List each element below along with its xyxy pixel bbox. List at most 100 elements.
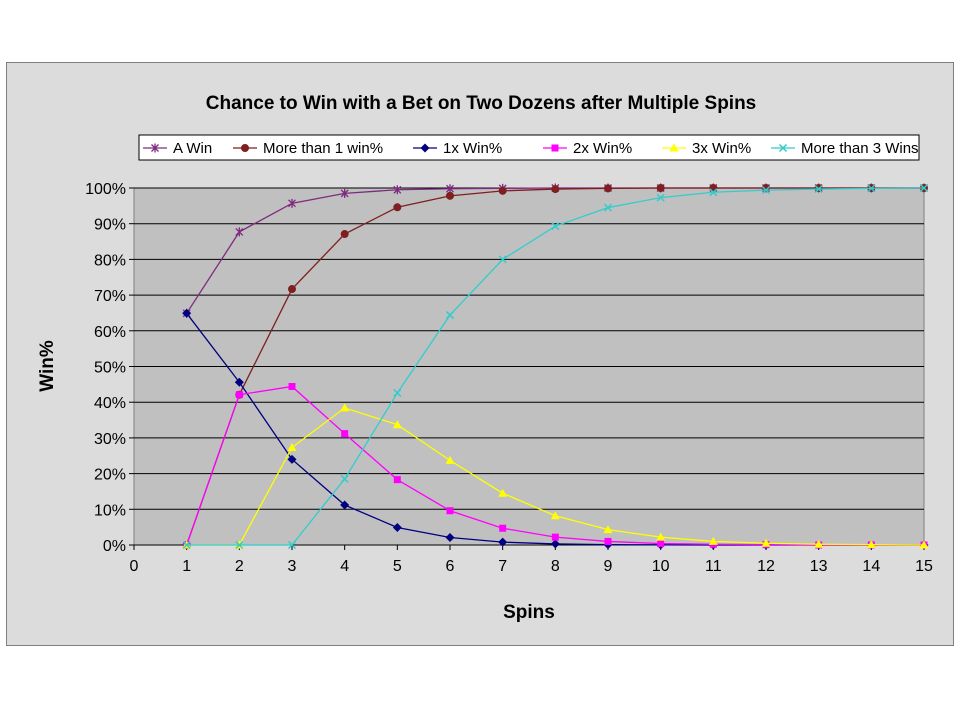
data-point [919,183,929,193]
y-tick-label: 100% [85,181,126,198]
data-point [761,186,771,195]
y-tick-label: 60% [94,324,126,341]
data-point [393,476,401,484]
data-point [446,184,454,194]
legend-marker [551,144,559,152]
data-point [498,255,507,264]
x-tick-label: 12 [757,558,775,575]
legend-entry: 1x Win% [413,140,502,157]
data-point [340,230,349,239]
x-tick-label: 4 [340,558,349,575]
data-point [340,500,350,510]
data-point [287,443,297,452]
x-tick-label: 14 [862,558,880,575]
data-point [498,186,507,195]
x-tick-label: 15 [915,558,933,575]
x-tick-label: 0 [130,558,139,575]
data-point [393,388,402,397]
data-point [341,430,349,438]
legend-marker [669,143,679,152]
data-point [393,203,402,212]
chart-title: Chance to Win with a Bet on Two Dozens a… [206,93,757,114]
data-point [445,311,455,320]
y-tick-label: 10% [94,502,126,519]
y-tick-label: 20% [94,467,126,484]
data-point [235,391,243,399]
data-point [446,507,454,515]
data-point [340,188,349,198]
x-tick-label: 13 [810,558,828,575]
data-point [499,524,507,532]
y-tick-label: 80% [94,252,126,269]
data-point [603,525,613,534]
y-tick-label: 40% [94,395,126,412]
y-tick-label: 0% [103,538,126,555]
data-point [657,540,665,548]
y-tick-label: 90% [94,217,126,234]
data-point [656,532,666,541]
x-tick-label: 1 [182,558,191,575]
data-point [234,377,244,387]
data-point [288,198,296,208]
data-point [392,420,402,429]
data-point [814,539,824,548]
legend: A Win More than 1 win% 1x Win% 2x Win% 3x Wi… [143,140,919,157]
data-point [551,185,560,194]
data-point [445,455,455,464]
data-point [340,474,349,483]
legend-marker [151,143,159,153]
x-tick-label: 8 [551,558,560,575]
legend-label: 3x Win% [692,140,751,157]
legend-marker [778,143,788,153]
x-tick-label: 7 [498,558,507,575]
data-point [287,454,297,464]
data-point [182,308,192,318]
data-point [761,538,771,547]
data-point [498,537,508,547]
data-point [551,222,560,231]
data-point [550,539,560,549]
data-point [393,185,402,195]
x-axis-title: Spins [503,602,555,623]
data-point [235,540,244,550]
data-point [288,285,296,294]
x-axis: 0 1 2 3 4 5 6 7 8 9 10 11 12 13 14 15 [130,545,933,575]
data-point [287,540,297,550]
x-tick-label: 6 [446,558,455,575]
x-tick-label: 2 [235,558,244,575]
x-tick-label: 3 [288,558,297,575]
x-tick-label: 10 [652,558,670,575]
data-point [182,540,191,550]
legend-label: 2x Win% [573,140,632,157]
y-axis-title: Win% [37,340,58,392]
data-point [867,184,876,193]
data-point [604,537,612,545]
data-point [551,533,559,541]
data-point [550,511,560,520]
data-point [235,227,244,237]
legend-entry: 2x Win% [543,140,632,157]
y-tick-label: 30% [94,431,126,448]
chart-area: Chance to Win with a Bet on Two Dozens a… [6,62,954,646]
data-point [709,188,718,197]
data-point [866,540,876,549]
y-tick-label: 70% [94,288,126,305]
data-point [288,382,296,390]
legend-label: A Win [173,140,212,157]
data-point [604,184,612,193]
x-tick-label: 9 [604,558,613,575]
data-point [392,523,402,533]
y-axis: 0% 10% 20% 30% 40% 50% 60% 70% 80% 90% 100% [85,181,134,555]
line-chart: Chance to Win with a Bet on Two Dozens a… [37,93,933,623]
data-point [498,488,508,497]
x-tick-label: 5 [393,558,402,575]
data-point [445,533,455,543]
series-layer [182,183,929,550]
legend-label: More than 3 Wins [801,140,919,157]
legend-marker [420,143,430,153]
data-point [919,540,929,549]
data-point [446,191,454,200]
data-point [340,403,350,412]
legend-marker [241,144,249,152]
legend-entry: More than 1 win% [233,140,383,157]
